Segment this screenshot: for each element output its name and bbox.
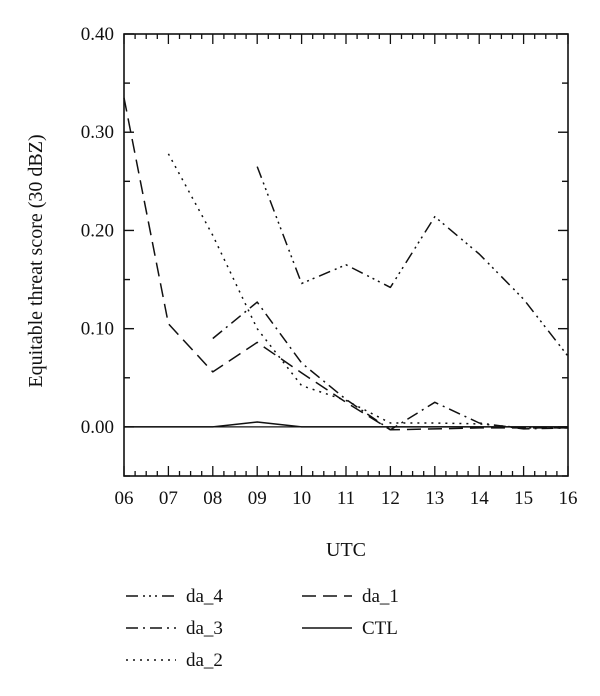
y-tick-label: 0.10 (81, 319, 114, 340)
axis-ticks (123, 33, 569, 477)
x-tick-label: 14 (470, 488, 490, 509)
series-line-da-1 (123, 97, 568, 431)
x-tick-label: 06 (115, 488, 134, 509)
legend-label: CTL (362, 618, 398, 639)
x-axis-label: UTC (326, 539, 366, 561)
x-tick-label: 11 (337, 488, 355, 509)
legend-label: da_1 (362, 586, 399, 607)
y-axis-label: Equitable threat score (30 dBZ) (25, 134, 47, 387)
axis-tick-labels: 0.00 0.10 0.20 0.30 0.40 06 07 08 09 10 11 12 13 14 15… (81, 24, 578, 509)
plot-border (123, 33, 569, 477)
series-line-ctl (124, 421, 568, 428)
x-tick-label: 10 (292, 488, 311, 509)
legend-label: da_3 (186, 618, 223, 639)
series-lines (123, 97, 569, 431)
x-tick-label: 08 (203, 488, 222, 509)
y-tick-label: 0.40 (81, 24, 114, 45)
x-tick-label: 15 (514, 488, 533, 509)
plot-frame (123, 33, 569, 477)
series-line-da-2 (167, 153, 568, 429)
series-line-da-4 (256, 166, 569, 357)
x-tick-label: 07 (159, 488, 178, 509)
legend-label: da_2 (186, 650, 223, 671)
x-tick-label: 12 (381, 488, 400, 509)
y-tick-label: 0.30 (81, 122, 114, 143)
y-tick-label: 0.00 (81, 417, 114, 438)
x-tick-label: 16 (559, 488, 578, 509)
y-tick-label: 0.20 (81, 220, 114, 241)
x-tick-label: 09 (248, 488, 267, 509)
legend-label: da_4 (186, 586, 223, 607)
series-line-da-3 (212, 301, 569, 431)
legend: da_4 da_3 da_2 da_1 CTL (126, 586, 399, 671)
x-tick-label: 13 (425, 488, 444, 509)
